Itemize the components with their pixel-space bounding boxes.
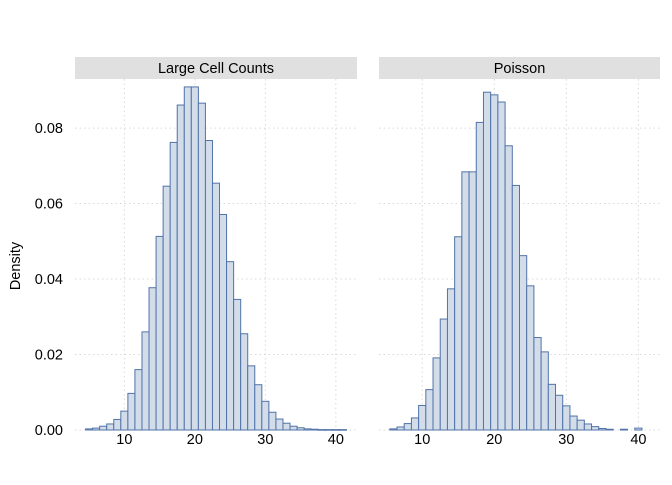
histogram-bar [519, 255, 528, 431]
y-tick-label: 0.04 [35, 272, 63, 288]
histogram-bar [92, 427, 101, 431]
y-tick-label: 0.00 [35, 423, 63, 439]
facet-strip-label-right: Poisson [494, 61, 546, 77]
y-tick-label: 0.02 [35, 348, 63, 364]
histogram-bar [396, 426, 405, 431]
histogram-bar [120, 410, 129, 431]
histogram-bar [296, 427, 305, 431]
histogram-bar [540, 351, 549, 431]
histogram-bar [555, 394, 564, 431]
y-tick-label: 0.06 [35, 197, 63, 213]
x-tick-label: 20 [486, 432, 502, 448]
facet-strip-right [379, 57, 660, 79]
histogram-bar [211, 182, 221, 431]
x-tick-label: 20 [187, 432, 203, 448]
histogram-bar [634, 427, 643, 431]
histogram-bar [389, 428, 398, 431]
histogram-bar [619, 428, 629, 431]
histogram-bar [338, 429, 347, 431]
histogram-bar [504, 145, 513, 431]
histogram-bar [490, 94, 499, 431]
histogram-bar [289, 425, 298, 431]
histogram-bar [162, 185, 171, 431]
histogram-bar [591, 426, 600, 431]
histogram-bar [204, 140, 213, 431]
histogram-bar [183, 86, 192, 431]
histogram-bar [562, 405, 571, 431]
histogram-bar [247, 365, 256, 431]
histogram-bar [310, 428, 319, 431]
histogram-bar [576, 419, 585, 431]
histogram-bar [113, 418, 122, 431]
x-tick-label: 10 [116, 432, 132, 448]
facet-strip-label-left: Large Cell Counts [158, 61, 274, 77]
histogram-bar [482, 91, 492, 431]
histogram-bar [155, 235, 164, 431]
histogram-bar [446, 288, 456, 431]
histogram-bar [197, 102, 206, 431]
y-tick-label: 0.08 [35, 121, 63, 137]
histogram-bar [106, 423, 115, 431]
histogram-bar [268, 411, 277, 431]
histogram-bar [331, 429, 340, 431]
histogram-bar [454, 236, 463, 431]
histogram-bar [85, 428, 94, 431]
histogram-bar [169, 141, 178, 431]
x-tick-label: 30 [558, 432, 574, 448]
histogram-bar [533, 337, 542, 431]
histogram-bar [190, 86, 199, 431]
histogram-bar [403, 423, 412, 431]
x-tick-label: 10 [414, 432, 430, 448]
histogram-bar [219, 213, 228, 431]
histogram-bar [275, 418, 284, 431]
x-tick-label: 30 [257, 432, 273, 448]
histogram-bar [261, 400, 270, 431]
histogram-bar [317, 429, 326, 431]
histogram-bar [226, 261, 235, 431]
histogram-bar [254, 384, 263, 431]
histogram-bar [511, 184, 520, 431]
histogram-bar [134, 369, 143, 431]
histogram-bar [425, 389, 434, 431]
x-tick-label: 40 [328, 432, 344, 448]
histogram-bar [598, 427, 607, 431]
histogram-bar [569, 415, 578, 431]
histogram-bar [324, 429, 333, 431]
histogram-bar [526, 285, 535, 431]
histogram-bar [461, 171, 470, 431]
histogram-bar [475, 121, 484, 431]
histogram-bar [547, 383, 557, 431]
histogram-bar [99, 425, 108, 431]
histogram-bar [303, 428, 312, 431]
histogram-bar [282, 422, 291, 431]
facet-strip-left [75, 57, 357, 79]
x-tick-label: 40 [630, 432, 646, 448]
histogram-bar [418, 404, 427, 431]
histogram-bar [148, 287, 157, 431]
y-axis-title: Density [8, 241, 24, 290]
histogram-bar [432, 357, 441, 431]
histogram-bar [240, 333, 249, 431]
histogram-bar [439, 318, 448, 431]
histogram-bar [497, 101, 506, 431]
histogram-bar [176, 104, 185, 431]
histogram-bar [233, 298, 242, 431]
histogram-bar [605, 428, 614, 431]
histogram-bar [583, 423, 593, 431]
histogram-bar [468, 171, 477, 431]
histogram-bar [141, 331, 150, 431]
histogram-bar [127, 392, 136, 431]
histogram-bar [410, 417, 420, 431]
